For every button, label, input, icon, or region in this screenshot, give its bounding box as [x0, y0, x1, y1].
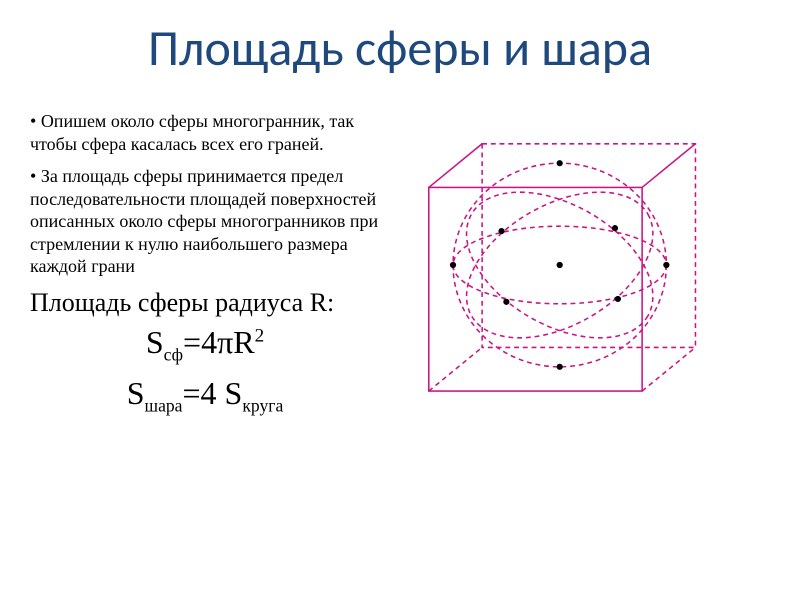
diagram-svg: [390, 110, 710, 420]
content-area: Опишем около сферы многогранник, так что…: [30, 110, 770, 580]
left-column: Опишем около сферы многогранник, так что…: [30, 110, 380, 580]
right-column: т.е.: Площадь поверхности шара равна уче…: [390, 110, 770, 580]
bullet-1: Опишем около сферы многогранник, так что…: [30, 110, 380, 155]
f2-sub1: шара: [145, 395, 183, 415]
slide: Площадь сферы и шара Опишем около сферы …: [0, 0, 800, 600]
f2-eq: =4 S: [182, 375, 242, 411]
f1-eq: =4πR: [183, 324, 255, 360]
f1-sup: 2: [255, 325, 265, 346]
f2-sub2: круга: [242, 395, 283, 415]
f1-sub: сф: [164, 344, 183, 364]
formula-1: Sсф=4πR2: [30, 324, 380, 365]
f1-lhs: S: [146, 324, 164, 360]
formula-2: Sшара=4 Sкруга: [30, 375, 380, 416]
formula-heading: Площадь сферы радиуса R:: [30, 288, 380, 318]
page-title: Площадь сферы и шара: [0, 18, 800, 79]
sphere-in-cube-diagram: [390, 110, 710, 420]
bullet-2: За площадь сферы принимается предел посл…: [30, 165, 380, 278]
f2-lhs: S: [127, 375, 145, 411]
